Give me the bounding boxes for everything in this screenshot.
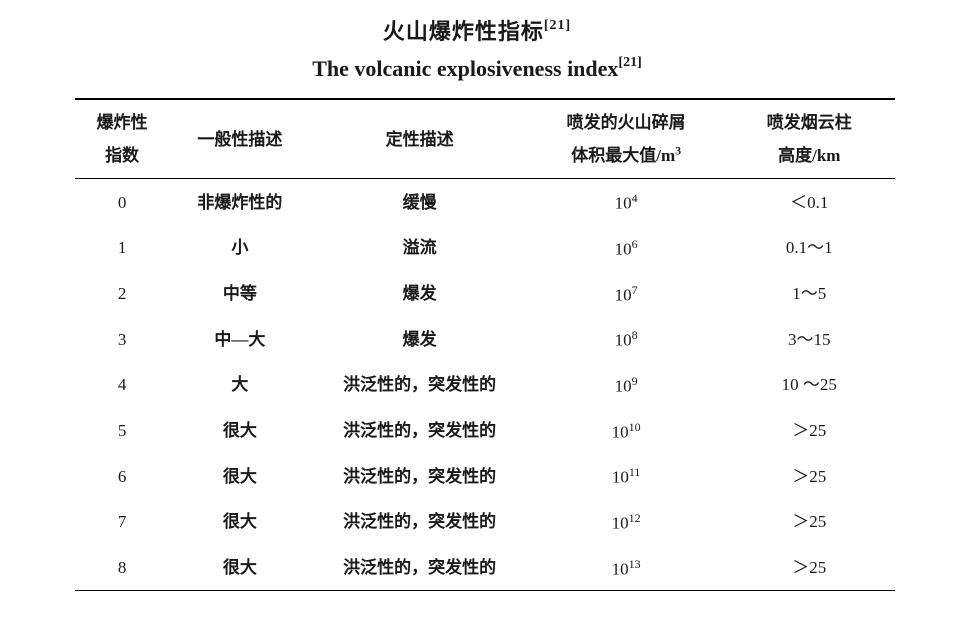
col-header-volume-unit-exp: 3 — [675, 143, 681, 157]
table-row: 5很大洪泛性的，突发性的1010＞25 — [75, 408, 895, 454]
cell-index: 8 — [75, 545, 169, 591]
col-header-volume-line2-pre: 体积最大值 — [571, 146, 656, 165]
col-header-height-line1: 喷发烟云柱 — [767, 113, 852, 132]
cell-volume-exp: 4 — [632, 191, 638, 205]
cell-volume-exp: 6 — [632, 237, 638, 251]
cell-height: ＞25 — [724, 453, 895, 499]
title-cn-ref: [21] — [544, 18, 571, 33]
cell-volume-base: 10 — [615, 377, 632, 396]
cell-qualitative: 洪泛性的，突发性的 — [311, 545, 529, 591]
cell-volume-base: 10 — [615, 331, 632, 350]
cell-volume-exp: 12 — [629, 511, 641, 525]
cell-volume: 1011 — [529, 453, 724, 499]
title-en: The volcanic explosiveness index[21] — [75, 56, 879, 82]
title-cn-text: 火山爆炸性指标 — [383, 19, 544, 44]
cell-index: 1 — [75, 225, 169, 271]
cell-volume-base: 10 — [612, 422, 629, 441]
cell-general: 很大 — [169, 408, 310, 454]
col-header-qualitative: 定性描述 — [311, 99, 529, 179]
col-header-general: 一般性描述 — [169, 99, 310, 179]
cell-volume-base: 10 — [612, 514, 629, 533]
cell-volume-exp: 11 — [629, 465, 641, 479]
col-header-index: 爆炸性 指数 — [75, 99, 169, 179]
cell-general: 很大 — [169, 499, 310, 545]
cell-qualitative: 洪泛性的，突发性的 — [311, 408, 529, 454]
cell-volume-exp: 7 — [632, 283, 638, 297]
cell-qualitative: 溢流 — [311, 225, 529, 271]
cell-height: ＞25 — [724, 545, 895, 591]
cell-height: 3～15 — [724, 316, 895, 362]
cell-index: 2 — [75, 271, 169, 317]
cell-height: 1～5 — [724, 271, 895, 317]
cell-general: 中—大 — [169, 316, 310, 362]
table-row: 6很大洪泛性的，突发性的1011＞25 — [75, 453, 895, 499]
table-caption: 火山爆炸性指标[21] The volcanic explosiveness i… — [75, 14, 879, 82]
col-header-volume-unit: m — [661, 146, 675, 165]
table-row: 8很大洪泛性的，突发性的1013＞25 — [75, 545, 895, 591]
cell-general: 小 — [169, 225, 310, 271]
col-header-height-line2-pre: 高度 — [778, 146, 812, 165]
cell-volume-exp: 13 — [629, 557, 641, 571]
col-header-volume-line1: 喷发的火山碎屑 — [567, 113, 686, 132]
cell-volume: 104 — [529, 179, 724, 225]
cell-qualitative: 洪泛性的，突发性的 — [311, 362, 529, 408]
cell-volume-exp: 8 — [632, 328, 638, 342]
cell-qualitative: 爆发 — [311, 271, 529, 317]
cell-qualitative: 洪泛性的，突发性的 — [311, 499, 529, 545]
col-header-height-unit: km — [817, 146, 841, 165]
cell-qualitative: 洪泛性的，突发性的 — [311, 453, 529, 499]
cell-volume: 1010 — [529, 408, 724, 454]
table-row: 4大洪泛性的，突发性的10910 ～25 — [75, 362, 895, 408]
table-body: 0非爆炸性的缓慢104＜0.11小溢流1060.1～12中等爆发1071～53中… — [75, 179, 895, 591]
cell-index: 7 — [75, 499, 169, 545]
cell-index: 6 — [75, 453, 169, 499]
cell-index: 5 — [75, 408, 169, 454]
cell-index: 3 — [75, 316, 169, 362]
cell-volume-exp: 10 — [629, 420, 641, 434]
cell-volume-base: 10 — [615, 285, 632, 304]
col-header-index-line2: 指数 — [105, 146, 139, 165]
cell-qualitative: 缓慢 — [311, 179, 529, 225]
cell-height: 0.1～1 — [724, 225, 895, 271]
cell-height: 10 ～25 — [724, 362, 895, 408]
cell-volume: 1013 — [529, 545, 724, 591]
table-row: 2中等爆发1071～5 — [75, 271, 895, 317]
title-en-text: The volcanic explosiveness index — [312, 56, 618, 81]
cell-index: 0 — [75, 179, 169, 225]
cell-volume: 106 — [529, 225, 724, 271]
col-header-volume: 喷发的火山碎屑 体积最大值/m3 — [529, 99, 724, 179]
cell-volume: 108 — [529, 316, 724, 362]
table-row: 3中—大爆发1083～15 — [75, 316, 895, 362]
title-cn: 火山爆炸性指标[21] — [75, 14, 879, 46]
title-en-ref: [21] — [618, 55, 641, 70]
cell-volume: 1012 — [529, 499, 724, 545]
cell-volume: 109 — [529, 362, 724, 408]
table-header-row: 爆炸性 指数 一般性描述 定性描述 喷发的火山碎屑 体积最大值/m3 喷发烟云柱… — [75, 99, 895, 179]
table-row: 1小溢流1060.1～1 — [75, 225, 895, 271]
cell-general: 大 — [169, 362, 310, 408]
table-row: 0非爆炸性的缓慢104＜0.1 — [75, 179, 895, 225]
cell-volume-exp: 9 — [632, 374, 638, 388]
cell-height: ＞25 — [724, 408, 895, 454]
col-header-index-line1: 爆炸性 — [97, 113, 148, 132]
vei-table: 爆炸性 指数 一般性描述 定性描述 喷发的火山碎屑 体积最大值/m3 喷发烟云柱… — [75, 98, 895, 591]
cell-volume: 107 — [529, 271, 724, 317]
cell-height: ＜0.1 — [724, 179, 895, 225]
cell-volume-base: 10 — [612, 559, 629, 578]
cell-volume-base: 10 — [612, 468, 629, 487]
cell-general: 很大 — [169, 545, 310, 591]
cell-general: 中等 — [169, 271, 310, 317]
cell-volume-base: 10 — [615, 240, 632, 259]
table-row: 7很大洪泛性的，突发性的1012＞25 — [75, 499, 895, 545]
cell-general: 很大 — [169, 453, 310, 499]
cell-qualitative: 爆发 — [311, 316, 529, 362]
cell-general: 非爆炸性的 — [169, 179, 310, 225]
cell-index: 4 — [75, 362, 169, 408]
cell-height: ＞25 — [724, 499, 895, 545]
col-header-height: 喷发烟云柱 高度/km — [724, 99, 895, 179]
cell-volume-base: 10 — [615, 194, 632, 213]
